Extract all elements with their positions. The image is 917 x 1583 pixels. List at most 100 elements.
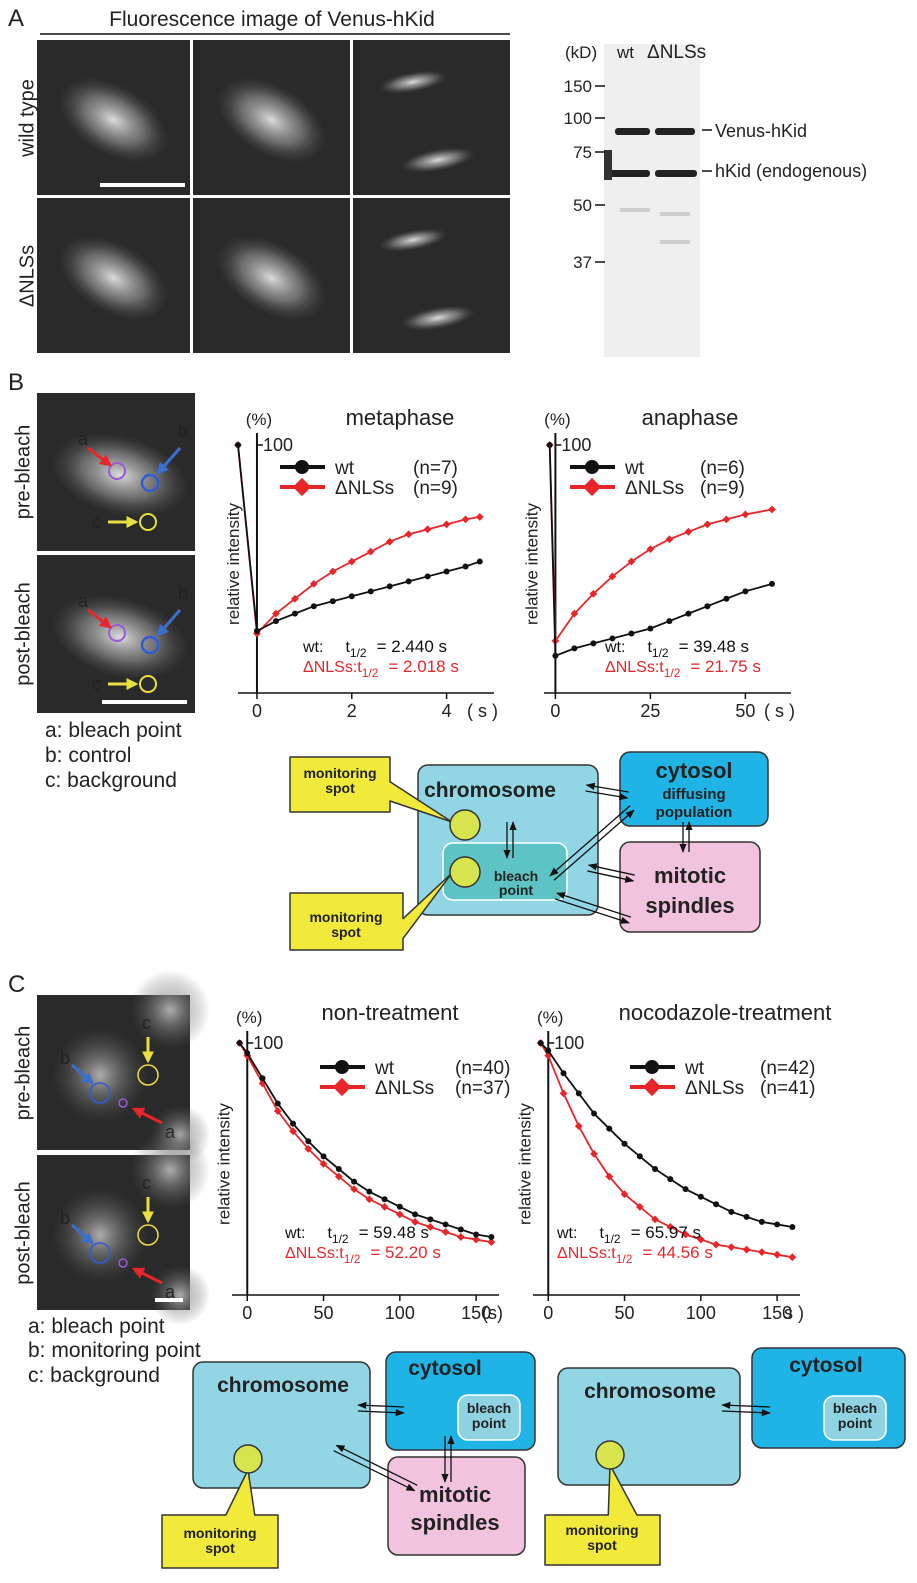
panel-label: A (8, 5, 24, 32)
legend-marker (585, 460, 599, 474)
x-tick-label: 100 (385, 1303, 415, 1323)
node-label: mitotic (654, 863, 726, 888)
blot-band (608, 170, 650, 177)
data-point (488, 1234, 494, 1240)
callout-text: spot (325, 780, 355, 796)
annotation-part: 1/2 (616, 1252, 633, 1266)
data-point (545, 1048, 551, 1054)
y-tick-label: 100 (253, 1033, 283, 1053)
blot-band (660, 240, 690, 244)
series-line (240, 1043, 492, 1242)
data-point (723, 516, 731, 524)
blot-unit: (kD) (565, 43, 597, 62)
data-point (743, 1246, 751, 1254)
data-point (292, 611, 298, 617)
monitoring-spot (450, 857, 480, 887)
annotation-part: ΔNLSs: (303, 659, 357, 676)
callout-text: spot (587, 1537, 617, 1553)
roi-letter: b (60, 1048, 70, 1068)
legend-label: ΔNLSs (685, 1078, 744, 1099)
chart-title: anaphase (642, 405, 739, 430)
x-tick-label: 0 (252, 701, 262, 721)
x-unit: s ) (784, 1303, 804, 1323)
data-point (476, 513, 484, 521)
data-point (606, 1126, 612, 1132)
node-label: cytosol (655, 758, 732, 783)
data-point (647, 626, 653, 632)
annotation-part: = 44.56 s (642, 1243, 712, 1262)
legend-marker (333, 1078, 351, 1096)
cell-signal (52, 1027, 148, 1123)
x-tick-label: 0 (543, 1303, 553, 1323)
data-point (462, 516, 470, 524)
data-point (704, 520, 712, 528)
node-label: spindles (410, 1510, 499, 1535)
annotation-part: wt: (556, 1225, 577, 1242)
y-unit: (%) (236, 1008, 262, 1027)
data-point (406, 578, 412, 584)
legend-text: c: background (45, 769, 177, 792)
data-point (685, 611, 691, 617)
monitoring-spot (234, 1445, 262, 1473)
y-unit: (%) (544, 410, 570, 429)
data-point (330, 598, 336, 604)
roi-letter: b (178, 583, 188, 603)
legend-label: wt (334, 458, 355, 479)
data-point (727, 1243, 735, 1251)
cell-signal (130, 1130, 210, 1210)
data-point (367, 548, 375, 556)
roi-letter: b (60, 1208, 70, 1228)
data-point (713, 1201, 719, 1207)
monitoring-spot (450, 810, 480, 840)
data-point (744, 1214, 750, 1220)
data-point (560, 1090, 568, 1098)
node-label: bleach (833, 1400, 877, 1416)
lane-label: ΔNLSs (647, 42, 706, 63)
callout-text: monitoring (303, 765, 376, 781)
panel-label: B (8, 369, 24, 396)
data-point (387, 583, 393, 589)
node-label: spindles (645, 893, 734, 918)
marker-label: 75 (573, 143, 592, 162)
y-axis-label: relative intensity (515, 1103, 534, 1225)
data-point (443, 1221, 449, 1227)
series-line (541, 1043, 793, 1227)
node-label: point (499, 882, 534, 898)
x-unit: ( s ) (467, 701, 498, 721)
data-point (683, 1186, 689, 1192)
legend-text: b: control (45, 744, 131, 767)
node-label: chromosome (217, 1374, 349, 1397)
data-point (458, 1226, 464, 1232)
data-point (571, 645, 577, 651)
callout-text: monitoring (183, 1525, 256, 1541)
data-point (457, 1233, 465, 1241)
roi-letter: a (78, 429, 89, 449)
cell-signal (130, 970, 210, 1050)
legend-label: ΔNLSs (625, 478, 684, 499)
data-point (311, 603, 317, 609)
data-point (396, 1210, 404, 1218)
data-point (275, 1100, 281, 1106)
legend-label: ΔNLSs (335, 478, 394, 499)
blot-band (655, 128, 695, 135)
data-point (742, 511, 750, 519)
node-label: chromosome (424, 779, 556, 802)
node-sublabel: population (656, 804, 733, 821)
y-tick-label: 100 (263, 435, 293, 455)
band-label: Venus-hKid (715, 121, 807, 141)
node-label: bleach (467, 1400, 511, 1416)
roi-letter: c (92, 512, 101, 532)
annotation-part: wt: (302, 639, 323, 656)
data-point (768, 506, 776, 514)
legend-marker (293, 478, 311, 496)
annotation-part: 1/2 (362, 666, 379, 680)
x-tick-label: 50 (615, 1303, 635, 1323)
legend-label: wt (684, 1058, 705, 1079)
annotation-part: 1/2 (332, 1232, 349, 1246)
y-unit: (%) (246, 410, 272, 429)
data-point (773, 1251, 781, 1259)
data-point (444, 568, 450, 574)
roi-letter: c (142, 1013, 151, 1033)
data-point (412, 1211, 418, 1217)
row-label: post-bleach (12, 1181, 34, 1284)
